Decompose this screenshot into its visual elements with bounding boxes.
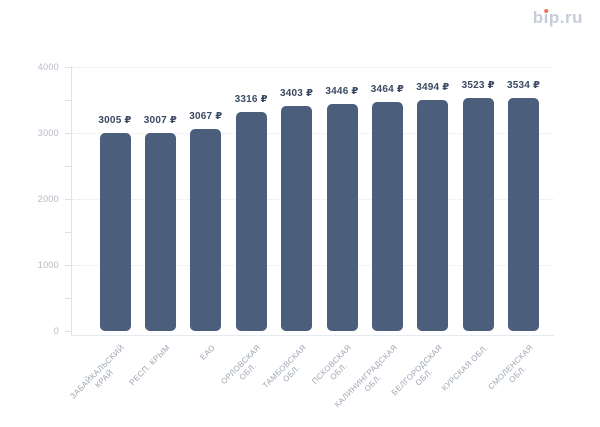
bar-value-label: 3494 ₽ — [416, 82, 450, 94]
y-axis-tick — [65, 232, 71, 233]
y-axis-tick — [65, 100, 71, 101]
x-axis-label: РЕСП. КРЫМ — [127, 343, 172, 388]
bar — [417, 100, 449, 331]
gridline — [72, 67, 554, 68]
y-axis-tick — [65, 67, 71, 68]
bar-value-label: 3464 ₽ — [370, 84, 404, 96]
bar-value-label: 3534 ₽ — [507, 79, 541, 91]
bar-value-label: 3316 ₽ — [234, 94, 268, 106]
bar — [371, 102, 403, 331]
x-axis-label: КУРСКАЯ ОБЛ. — [439, 343, 490, 393]
bar-value-label: 3067 ₽ — [189, 110, 223, 122]
bar — [190, 128, 222, 331]
y-axis-tick-label: 0 — [53, 326, 59, 336]
bar — [281, 106, 313, 331]
bar-value-label: 3007 ₽ — [143, 114, 177, 126]
logo-orange-dot-icon — [544, 9, 549, 13]
y-axis-tick — [65, 298, 71, 299]
y-axis-tick — [65, 199, 71, 200]
logo-text: p.ru — [548, 8, 583, 27]
bar-value-label: 3005 ₽ — [98, 114, 132, 126]
bar-value-label: 3403 ₽ — [280, 88, 314, 100]
gridline — [72, 265, 554, 266]
bar-value-label: 3523 ₽ — [461, 80, 495, 92]
x-axis-label: ЗАБАЙКАЛЬСКИЙ КРАЙ — [68, 343, 127, 401]
bar — [326, 103, 358, 331]
bip-ru-logo: bı p.ru — [533, 8, 583, 28]
bar — [144, 132, 176, 331]
y-axis-tick — [65, 265, 71, 266]
x-axis-label: ЕАО — [198, 343, 218, 362]
y-axis-tick-label: 4000 — [37, 62, 59, 72]
logo-text: b — [532, 8, 544, 27]
bar-value-label: 3446 ₽ — [325, 85, 359, 97]
y-axis-tick — [65, 331, 71, 332]
y-axis-tick-label: 2000 — [37, 194, 59, 204]
y-axis-line — [71, 66, 72, 335]
gridline — [72, 199, 554, 200]
bar — [462, 98, 494, 331]
gridline — [72, 133, 554, 134]
bar — [508, 97, 540, 331]
y-axis-tick — [65, 133, 71, 134]
x-axis-label: СМОЛЕНСКАЯ ОБЛ. — [486, 343, 535, 392]
bar — [235, 112, 267, 331]
y-axis-tick-label: 3000 — [37, 128, 59, 138]
x-axis-line — [71, 335, 554, 336]
y-axis-tick-label: 1000 — [37, 260, 59, 270]
bar — [99, 132, 131, 331]
x-axis-label: ТАМБОВСКАЯ ОБЛ. — [260, 343, 308, 391]
logo-letter-i: ı — [543, 8, 549, 27]
y-axis-tick — [65, 166, 71, 167]
